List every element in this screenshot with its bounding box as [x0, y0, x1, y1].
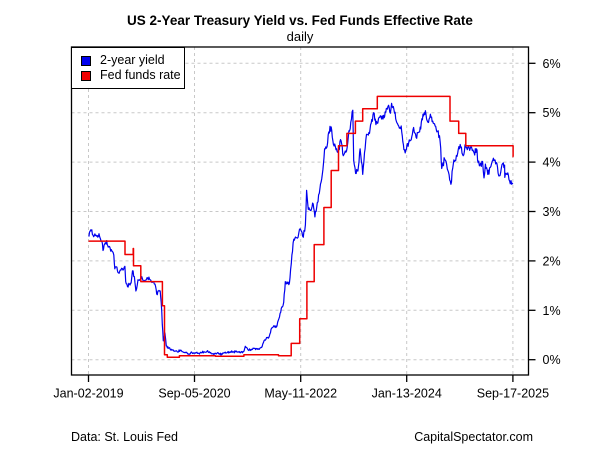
y-tick-label: 4% [543, 156, 561, 170]
y-tick-label: 0% [543, 353, 561, 367]
legend: 2-year yield Fed funds rate [71, 47, 185, 89]
legend-label-fed-funds-rate: Fed funds rate [100, 68, 181, 82]
x-tick-label: Sep-17-2025 [477, 387, 549, 401]
y-tick-label: 5% [543, 106, 561, 120]
y-tick-label: 3% [543, 205, 561, 219]
x-tick-label: Jan-13-2024 [372, 387, 442, 401]
legend-label-2-year-yield: 2-year yield [100, 53, 165, 67]
x-tick-label: May-11-2022 [264, 387, 337, 401]
x-tick-label: Jan-02-2019 [53, 387, 123, 401]
legend-swatch-2-year-yield-icon [81, 55, 91, 66]
y-tick-label: 2% [543, 254, 561, 268]
page-title: US 2-Year Treasury Yield vs. Fed Funds E… [127, 13, 473, 28]
footer-site: CapitalSpectator.com [414, 430, 533, 444]
series-2-year-yield-line [88, 102, 514, 356]
page-subtitle: daily [286, 29, 314, 44]
y-tick-label: 1% [543, 304, 561, 318]
series-fed-funds-rate-line [88, 95, 514, 358]
legend-swatch-fed-funds-rate-icon [81, 70, 91, 81]
legend-item-2-year-yield: 2-year yield [81, 53, 178, 68]
y-tick-label: 6% [543, 57, 561, 71]
x-tick-label: Sep-05-2020 [158, 387, 230, 401]
legend-item-fed-funds-rate: Fed funds rate [81, 68, 181, 83]
footer-source: Data: St. Louis Fed [71, 430, 179, 444]
